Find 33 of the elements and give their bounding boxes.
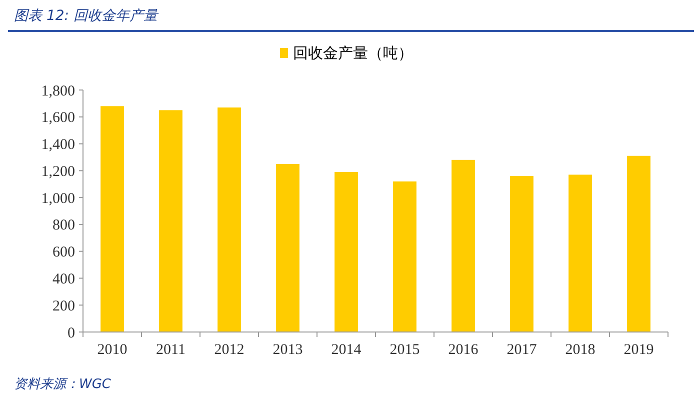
y-tick-label: 800 — [52, 218, 75, 234]
x-tick-label: 2015 — [390, 342, 420, 358]
x-tick-label: 2019 — [624, 342, 654, 358]
bar — [100, 106, 124, 332]
y-tick-label: 1,400 — [41, 137, 75, 154]
bar — [276, 164, 300, 332]
bar — [510, 176, 534, 332]
x-tick-label: 2013 — [272, 342, 303, 358]
bar — [568, 174, 592, 332]
bar — [452, 160, 475, 332]
chart-title: 图表 12: 回收金年产量 — [14, 8, 160, 24]
y-tick-label: 200 — [52, 298, 75, 314]
bar — [159, 110, 182, 332]
y-tick-label: 0 — [68, 325, 75, 342]
bar — [627, 156, 650, 332]
x-tick-label: 2017 — [506, 342, 538, 358]
x-tick-label: 2012 — [214, 342, 244, 358]
legend-label: 回收金产量（吨） — [293, 44, 413, 62]
bar — [334, 172, 358, 332]
y-tick-label: 1,200 — [41, 164, 75, 180]
y-tick-label: 1,000 — [41, 190, 75, 207]
y-tick-label: 1,800 — [41, 83, 75, 100]
x-tick-label: 2014 — [331, 342, 362, 358]
y-tick-label: 1,600 — [41, 110, 75, 126]
y-tick-label: 600 — [52, 244, 75, 261]
bar — [393, 181, 416, 332]
bar — [218, 107, 241, 332]
text: 资料来源：WGC — [14, 377, 112, 392]
x-tick-label: 2016 — [448, 342, 479, 358]
x-tick-label: 2010 — [97, 342, 128, 358]
y-tick-label: 400 — [52, 271, 75, 288]
x-tick-label: 2011 — [156, 342, 186, 358]
x-tick-label: 2018 — [565, 342, 596, 358]
